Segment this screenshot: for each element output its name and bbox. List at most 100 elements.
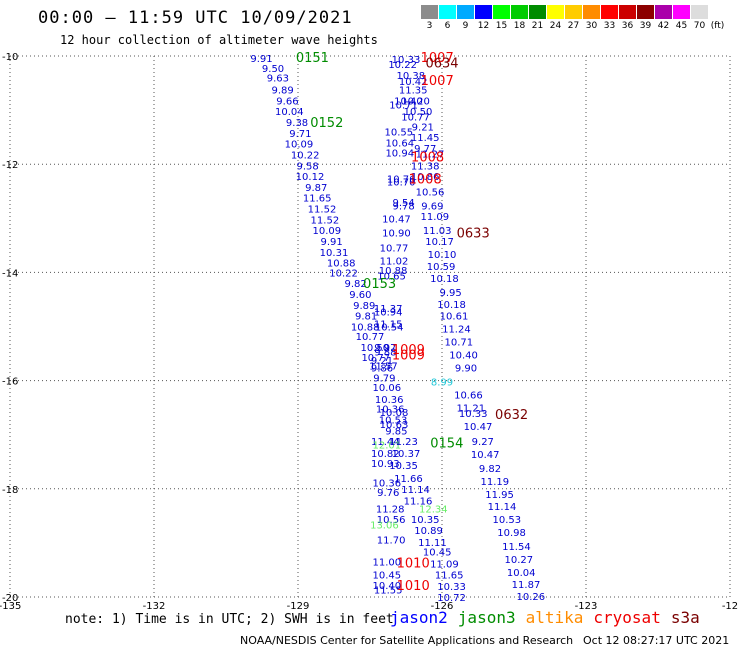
wave-height-value: 10.36: [376, 405, 405, 416]
wave-height-value: 11.03: [423, 226, 452, 237]
colorbar-swatch: [457, 5, 474, 19]
colorbar-label: 33: [603, 21, 616, 31]
units-note: note: 1) Time is in UTC; 2) SWH is in fe…: [65, 612, 394, 627]
wave-height-value: 9.95: [440, 288, 462, 299]
wave-height-value: 11.38: [411, 161, 440, 172]
wave-height-value: 9.69: [421, 201, 443, 212]
wave-height-value: 10.66: [454, 391, 483, 402]
wave-height-value: 10.56: [377, 515, 406, 526]
longitude-tick-label: -126: [431, 601, 454, 612]
colorbar-swatch: [619, 5, 636, 19]
wave-height-value: 11.14: [488, 502, 517, 513]
wave-height-value: 11.27: [416, 149, 445, 160]
legend-entry: jason2: [390, 608, 448, 627]
wave-height-value: 10.77: [361, 353, 390, 364]
wave-height-value: 10.50: [404, 107, 433, 118]
wave-height-value: 10.77: [356, 332, 385, 343]
page-title: 00:00 — 11:59 UTC 10/09/2021: [38, 8, 353, 28]
wave-height-value: 9.50: [262, 64, 284, 75]
wave-height-value: 10.35: [411, 515, 440, 526]
wave-height-value: 10.47: [464, 422, 493, 433]
wave-height-value: 10.08: [380, 408, 409, 419]
wave-height-value: 9.90: [455, 364, 477, 375]
wave-height-value: 10.38: [396, 71, 425, 82]
wave-height-value: 10.45: [372, 570, 401, 581]
timestamp-footer: Oct 12 08:27:17 UTC 2021: [583, 634, 730, 647]
colorbar-swatch: [655, 5, 672, 19]
legend-entry: s3a: [670, 608, 700, 627]
wave-height-value: 10.09: [312, 226, 341, 237]
wave-height-value: 11.87: [512, 580, 541, 591]
pass-time-label: 0151: [296, 51, 329, 66]
colorbar-label: 30: [585, 21, 598, 31]
colorbar-label: 39: [639, 21, 652, 31]
wave-height-value: 10.64: [385, 139, 414, 150]
wave-height-value: 11.24: [442, 325, 471, 336]
wave-height-value: 9.71: [289, 129, 311, 140]
wave-height-value: 10.53: [492, 515, 521, 526]
wave-height-value: 10.82: [371, 449, 400, 460]
wave-height-value: 10.77: [380, 244, 409, 255]
wave-height-value: 10.54: [375, 323, 404, 334]
wave-height-value: 10.94: [374, 307, 403, 318]
wave-height-value: 9.66: [276, 96, 298, 107]
wave-height-value: 10.71: [444, 338, 473, 349]
latitude-tick-label: -18: [2, 485, 18, 496]
colorbar-label: 24: [549, 21, 562, 31]
colorbar-label: 12: [477, 21, 490, 31]
wave-height-value: 8.99: [431, 378, 453, 389]
wave-height-value: 10.04: [507, 568, 536, 579]
colorbar-label: 9: [462, 21, 469, 31]
colorbar-swatch: [547, 5, 564, 19]
wave-height-value: 10.93: [371, 459, 400, 470]
wave-height-value: 10.94: [385, 148, 414, 159]
wave-height-value: 10.55: [384, 128, 413, 139]
wave-height-value: 9.91: [320, 237, 342, 248]
colorbar-label: 27: [567, 21, 580, 31]
colorbar-swatch: [475, 5, 492, 19]
wave-height-value: 10.33: [392, 55, 421, 66]
colorbar-label: 15: [495, 21, 508, 31]
wave-height-value: 10.04: [275, 107, 304, 118]
wave-height-value: 10.71: [389, 101, 418, 112]
colorbar-swatch: [565, 5, 582, 19]
wave-height-value: 10.53: [379, 416, 408, 427]
wave-height-value: 10.35: [389, 461, 418, 472]
wave-height-value: 10.18: [430, 274, 459, 285]
colorbar-label: 70: [693, 21, 706, 31]
wave-height-value: 11.02: [380, 256, 409, 267]
wave-height-value: 10.42: [399, 77, 428, 88]
wave-height-value: 9.79: [373, 373, 395, 384]
pass-time-label: 0153: [363, 277, 396, 292]
wave-height-value: 10.33: [459, 409, 488, 420]
wave-height-value: 11.23: [389, 437, 418, 448]
latitude-tick-label: -16: [2, 377, 18, 388]
wave-height-value: 9.58: [296, 161, 318, 172]
pass-time-label: 1010: [397, 556, 430, 571]
page-subtitle: 12 hour collection of altimeter wave hei…: [60, 33, 378, 47]
colorbar-swatch: [583, 5, 600, 19]
wave-height-value: 9.81: [355, 312, 377, 323]
wave-height-value: 10.22: [291, 150, 320, 161]
wave-height-value: 11.15: [374, 319, 403, 330]
wave-height-value: 9.21: [412, 122, 434, 133]
wave-height-value: 11.45: [411, 133, 440, 144]
longitude-tick-label: -135: [0, 601, 21, 612]
wave-height-value: 10.33: [437, 582, 466, 593]
colorbar-swatch: [493, 5, 510, 19]
wave-height-value: 9.91: [250, 54, 272, 65]
map-grid: [9, 55, 731, 598]
wave-height-value: 11.54: [502, 542, 531, 553]
wave-height-value: 11.16: [404, 497, 433, 508]
legend-entry: altika: [525, 608, 584, 627]
colorbar-label: 18: [513, 21, 526, 31]
pass-time-labels: 0151015201530154100706341007100810080633…: [296, 51, 528, 594]
credit-footer: NOAA/NESDIS Center for Satellite Applica…: [240, 634, 574, 647]
wave-height-value: 10.50: [360, 343, 389, 354]
wave-height-value: 9.78: [392, 201, 414, 212]
wave-height-value: 11.65: [435, 570, 464, 581]
wave-height-value: 11.70: [377, 536, 406, 547]
wave-height-value: 10.36: [372, 478, 401, 489]
pass-time-label: 0154: [430, 436, 463, 451]
longitude-tick-label: -132: [143, 601, 166, 612]
